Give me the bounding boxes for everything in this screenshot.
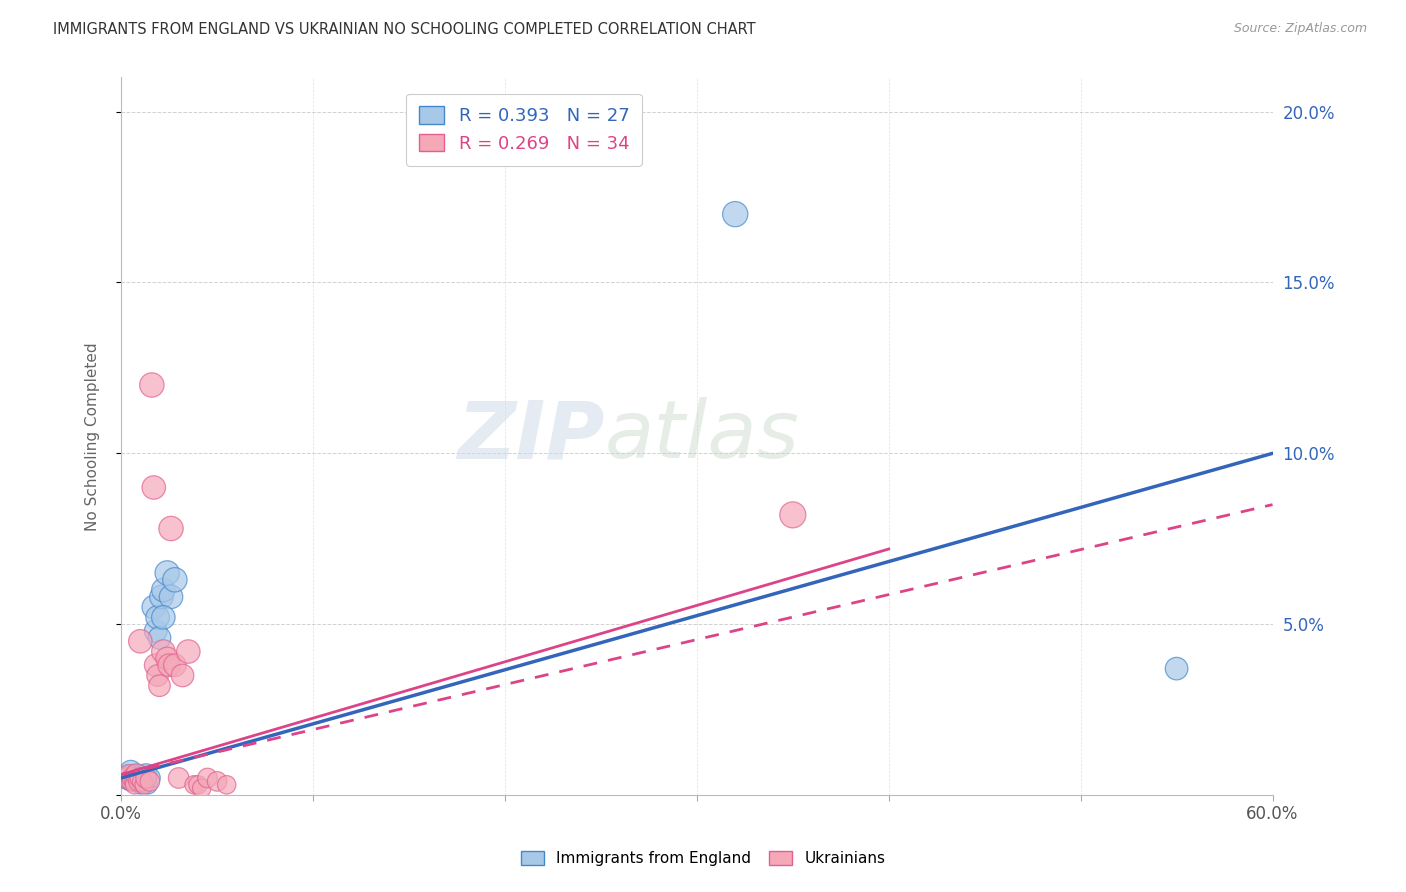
Point xyxy=(156,566,179,580)
Point xyxy=(157,658,180,673)
Point xyxy=(152,582,174,597)
Point xyxy=(187,778,209,792)
Point xyxy=(135,767,157,781)
Point xyxy=(121,771,143,785)
Point xyxy=(148,631,170,645)
Point xyxy=(125,774,148,789)
Point xyxy=(167,771,190,785)
Point xyxy=(120,764,142,779)
Point xyxy=(141,378,163,392)
Point xyxy=(160,590,183,604)
Point xyxy=(127,771,149,785)
Point xyxy=(215,778,238,792)
Point xyxy=(183,778,205,792)
Y-axis label: No Schooling Completed: No Schooling Completed xyxy=(86,342,100,531)
Point xyxy=(118,767,141,781)
Point xyxy=(177,644,200,658)
Point xyxy=(145,658,167,673)
Point xyxy=(118,767,141,781)
Point xyxy=(135,771,157,785)
Point xyxy=(120,774,142,789)
Point xyxy=(124,774,146,789)
Point xyxy=(146,610,169,624)
Text: IMMIGRANTS FROM ENGLAND VS UKRAINIAN NO SCHOOLING COMPLETED CORRELATION CHART: IMMIGRANTS FROM ENGLAND VS UKRAINIAN NO … xyxy=(53,22,756,37)
Point xyxy=(131,771,153,785)
Legend: R = 0.393   N = 27, R = 0.269   N = 34: R = 0.393 N = 27, R = 0.269 N = 34 xyxy=(406,94,643,166)
Point xyxy=(150,590,173,604)
Point xyxy=(146,668,169,682)
Point xyxy=(160,522,183,536)
Point xyxy=(172,668,194,682)
Point xyxy=(148,679,170,693)
Point xyxy=(197,771,219,785)
Point xyxy=(115,771,138,785)
Point xyxy=(124,778,146,792)
Point xyxy=(205,774,228,789)
Point xyxy=(129,778,152,792)
Text: Source: ZipAtlas.com: Source: ZipAtlas.com xyxy=(1233,22,1367,36)
Point xyxy=(121,771,143,785)
Point xyxy=(190,781,212,796)
Point xyxy=(129,767,152,781)
Point xyxy=(163,573,186,587)
Point xyxy=(145,624,167,638)
Text: atlas: atlas xyxy=(605,397,800,475)
Point xyxy=(115,771,138,785)
Point xyxy=(163,658,186,673)
Point xyxy=(124,767,146,781)
Point xyxy=(1166,662,1188,676)
Point xyxy=(142,481,165,495)
Point xyxy=(152,644,174,658)
Point xyxy=(139,774,162,789)
Point xyxy=(139,771,162,785)
Text: ZIP: ZIP xyxy=(457,397,605,475)
Point xyxy=(131,774,153,789)
Point xyxy=(120,774,142,789)
Point xyxy=(142,600,165,615)
Point xyxy=(782,508,804,522)
Point xyxy=(724,207,747,221)
Point xyxy=(152,610,174,624)
Point xyxy=(129,634,152,648)
Point xyxy=(134,778,156,792)
Point xyxy=(136,778,159,792)
Point xyxy=(129,771,152,785)
Point xyxy=(125,767,148,781)
Point xyxy=(156,651,179,665)
Point xyxy=(134,774,156,789)
Legend: Immigrants from England, Ukrainians: Immigrants from England, Ukrainians xyxy=(513,843,893,873)
Point xyxy=(127,774,149,789)
